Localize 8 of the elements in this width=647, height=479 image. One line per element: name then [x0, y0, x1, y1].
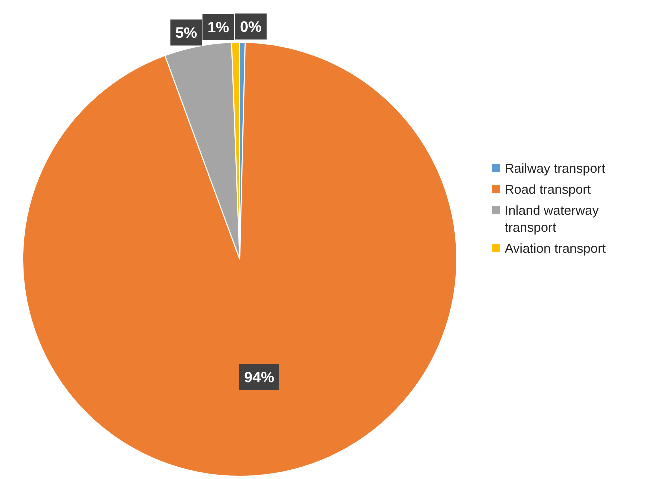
data-label: 1% — [208, 20, 230, 37]
legend-label: Aviation transport — [505, 240, 606, 257]
data-label: 0% — [240, 18, 262, 36]
legend-label: Inland waterway transport — [505, 202, 600, 236]
data-label: 5% — [176, 24, 198, 42]
data-label: 94% — [244, 369, 274, 386]
legend-label: Railway transport — [505, 160, 606, 177]
legend-label: Road transport — [505, 181, 591, 198]
